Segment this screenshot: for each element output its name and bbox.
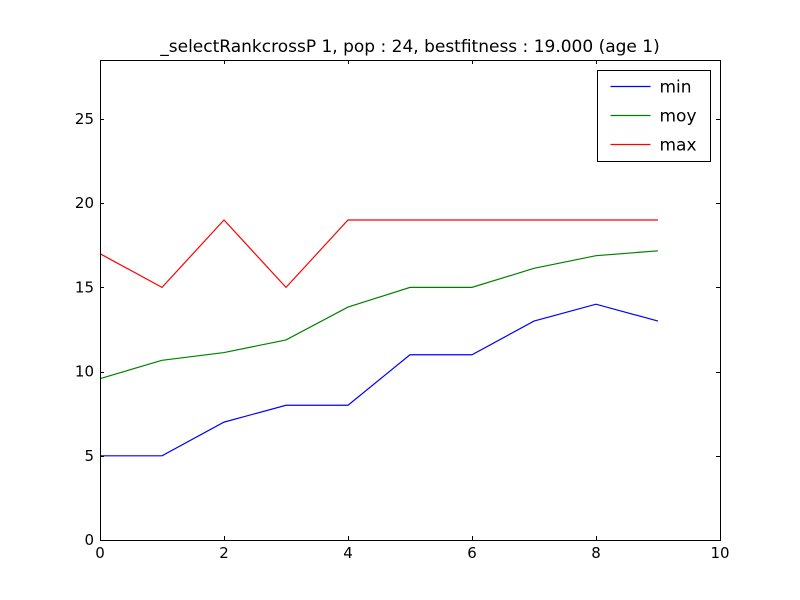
series-line-max xyxy=(99,219,658,289)
x-tick-label: 0 xyxy=(95,544,105,562)
y-tick-label: 10 xyxy=(75,363,94,381)
y-tick-label: 20 xyxy=(75,194,94,212)
y-tick-label: 25 xyxy=(75,110,94,128)
ticks-layer: 0 2 4 6 8 10 0 5 10 15 20 25 xyxy=(75,60,730,562)
y-tick-label: 15 xyxy=(75,278,94,296)
series-layer xyxy=(99,219,659,457)
legend-label-moy: moy xyxy=(660,107,697,127)
plot-frame xyxy=(100,60,721,541)
y-tick-label: 0 xyxy=(84,531,94,549)
series-line-moy xyxy=(99,250,659,380)
series-line-min xyxy=(100,303,659,457)
legend-label-max: max xyxy=(660,136,697,156)
x-tick-label: 6 xyxy=(467,544,477,562)
x-tick-label: 8 xyxy=(591,544,601,562)
chart-title: _selectRankcrossP 1, pop : 24, bestfitne… xyxy=(159,37,659,57)
x-tick-label: 2 xyxy=(219,544,229,562)
legend: min moy max xyxy=(597,70,711,162)
legend-label-min: min xyxy=(660,78,692,98)
x-tick-label: 10 xyxy=(710,544,729,562)
x-tick-label: 4 xyxy=(343,544,353,562)
y-tick-label: 5 xyxy=(84,447,94,465)
